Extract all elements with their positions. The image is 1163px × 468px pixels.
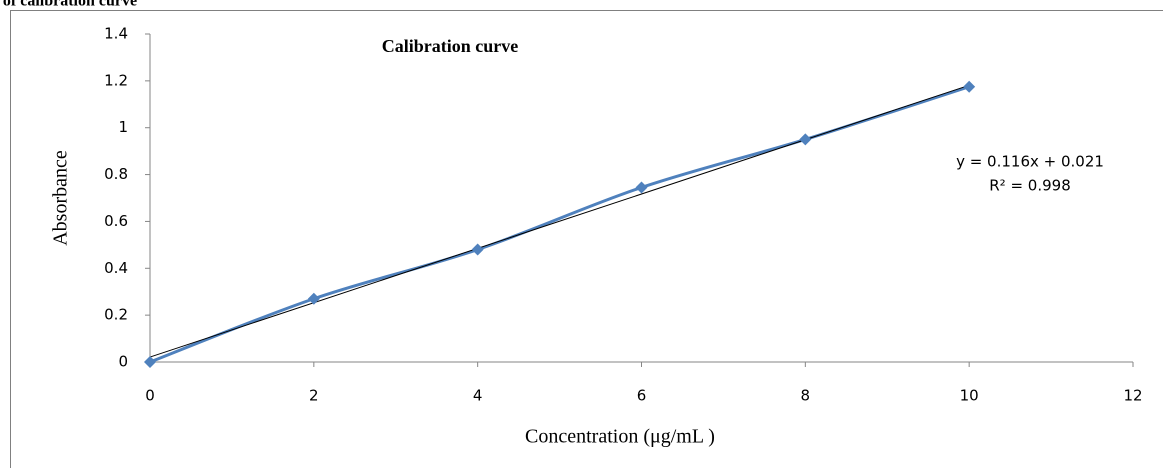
x-tick-label: 10 bbox=[960, 387, 979, 405]
trendline-equation: y = 0.116x + 0.021 bbox=[956, 153, 1104, 171]
data-point bbox=[635, 181, 648, 194]
x-tick-label: 12 bbox=[1123, 387, 1142, 405]
y-tick-label: 0.8 bbox=[104, 165, 128, 183]
data-point bbox=[144, 356, 156, 368]
x-axis-label: Concentration (μg/mL ) bbox=[525, 426, 715, 448]
x-tick-label: 6 bbox=[637, 387, 647, 405]
series-line bbox=[149, 85, 970, 364]
y-tick-label: 0.2 bbox=[104, 306, 128, 324]
x-tick-label: 4 bbox=[473, 387, 483, 405]
y-tick-label: 1.2 bbox=[104, 71, 128, 89]
data-point bbox=[963, 80, 976, 93]
data-point bbox=[799, 133, 812, 146]
header: n of calibration curve bbox=[0, 0, 137, 10]
y-tick-label: 1 bbox=[118, 118, 128, 136]
y-axis-label: Absorbance bbox=[50, 150, 72, 246]
data-point bbox=[307, 292, 320, 305]
x-tick-label: 8 bbox=[801, 387, 811, 405]
data-point bbox=[471, 243, 484, 256]
y-tick-label: 0 bbox=[118, 353, 128, 371]
x-tick-label: 2 bbox=[309, 387, 319, 405]
x-tick-label: 0 bbox=[145, 387, 155, 405]
chart-title: Calibration curve bbox=[382, 36, 519, 56]
y-tick-label: 1.4 bbox=[104, 25, 128, 43]
y-tick-label: 0.4 bbox=[104, 259, 128, 277]
r-squared: R² = 0.998 bbox=[989, 177, 1070, 195]
chart-border bbox=[10, 10, 1163, 468]
y-tick-label: 0.6 bbox=[104, 212, 128, 230]
trendline bbox=[149, 84, 970, 358]
